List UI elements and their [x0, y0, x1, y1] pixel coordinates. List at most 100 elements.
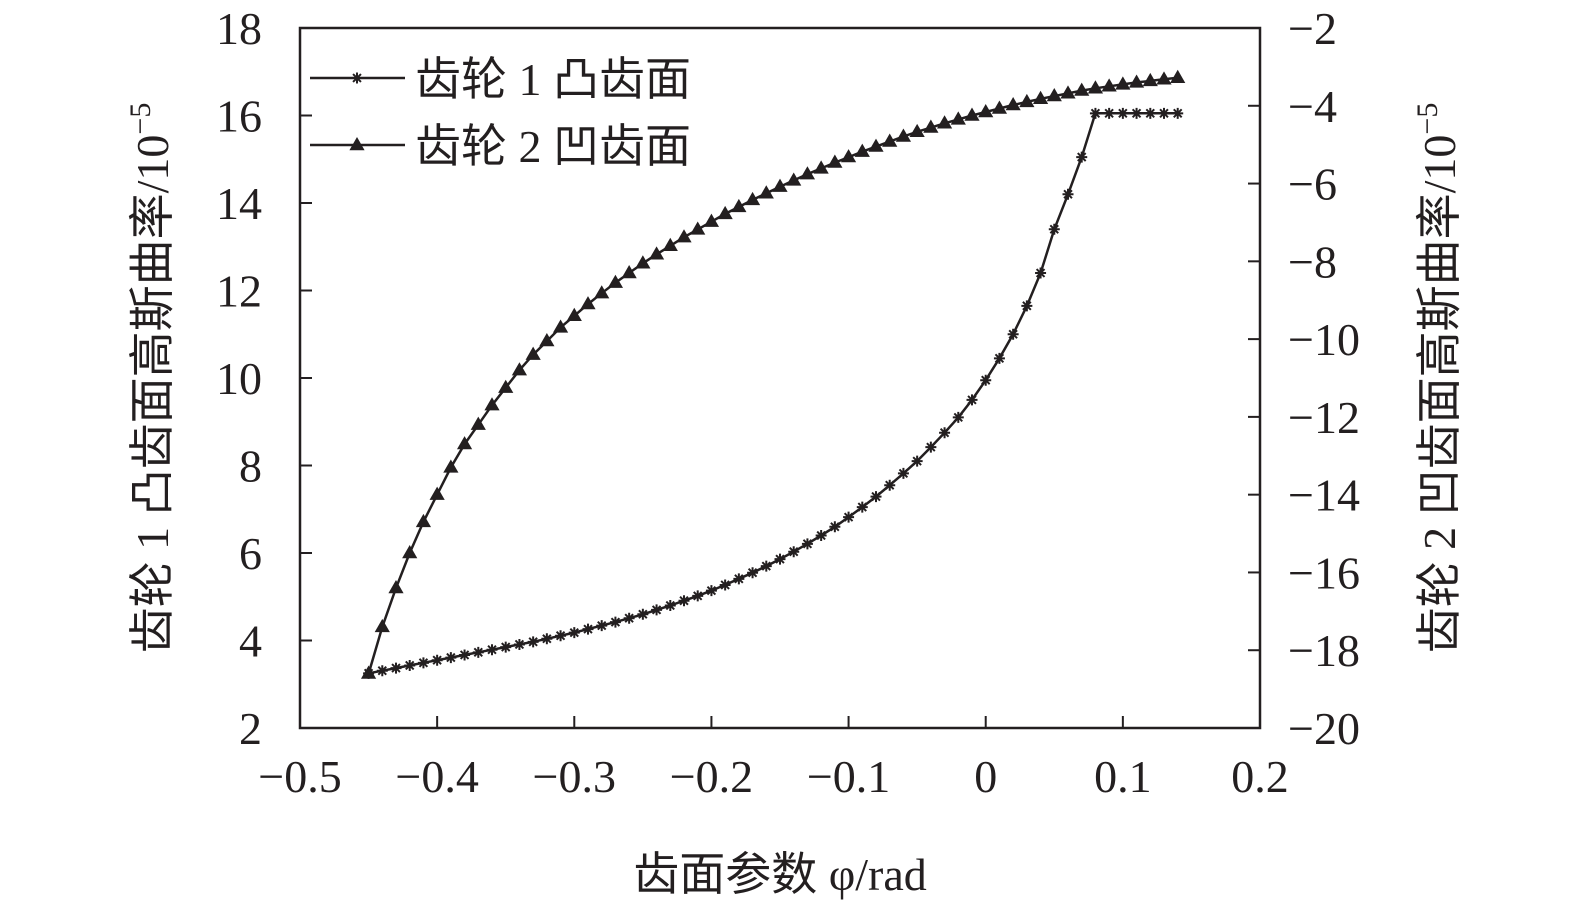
x-tick-label: 0.2 [1231, 751, 1289, 802]
left-y-tick-label: 10 [216, 353, 262, 404]
right-y-tick-label: −16 [1288, 547, 1360, 598]
data-point [498, 379, 514, 393]
data-point [445, 652, 457, 664]
right-y-tick-label: −6 [1288, 159, 1337, 210]
left-y-tick-label: 8 [239, 441, 262, 492]
data-point [827, 154, 843, 168]
data-point [648, 246, 665, 260]
data-point [596, 620, 608, 632]
left-y-axis-title-text: 齿轮 1 凸齿面高斯曲率/10 [127, 135, 178, 654]
data-point [733, 573, 745, 585]
right-y-axis-title: 齿轮 2 凹齿面高斯曲率/10−5 [1411, 103, 1465, 654]
data-point [1021, 300, 1033, 312]
legend-marker-triangle [349, 137, 365, 151]
right-y-axis-ticks: −20 −18 −16 −14 −12 −10 −8 −6 −4 −2 [1248, 3, 1360, 754]
left-y-tick-label: 12 [216, 266, 262, 317]
right-y-tick-label: −4 [1288, 81, 1337, 132]
legend-marker-asterisk-icon [351, 72, 363, 84]
data-point [690, 221, 706, 235]
data-point [760, 560, 772, 572]
left-y-tick-label: 16 [216, 91, 262, 142]
data-point [552, 319, 569, 333]
right-y-tick-label: −18 [1288, 625, 1360, 676]
data-point [580, 296, 596, 310]
data-point [1005, 97, 1021, 111]
legend-label-series-2: 齿轮 2 凹齿面 [415, 121, 691, 172]
data-point [555, 630, 567, 642]
x-axis-ticks: −0.5 −0.4 −0.3 −0.2 −0.1 0 0.1 0.2 [258, 716, 1289, 802]
data-point [966, 394, 978, 406]
data-point [1007, 328, 1019, 340]
data-point [635, 255, 651, 269]
data-point [882, 133, 898, 147]
data-point [459, 649, 471, 661]
data-point [978, 104, 994, 118]
legend-marker-triangle-icon [349, 137, 365, 151]
right-y-tick-label: −14 [1288, 470, 1360, 521]
data-point [566, 307, 582, 321]
data-point [1089, 107, 1101, 119]
data-point [786, 172, 802, 186]
data-point [993, 352, 1005, 364]
data-point [799, 166, 816, 180]
data-point [854, 143, 870, 157]
data-point [747, 567, 759, 579]
left-y-axis-title-exponent: −5 [124, 103, 157, 135]
data-point [1144, 107, 1156, 119]
data-point [664, 600, 676, 611]
data-point [870, 491, 882, 503]
x-tick-label: −0.5 [258, 751, 341, 802]
data-point [431, 654, 443, 666]
data-point [568, 627, 580, 639]
data-point [895, 128, 912, 142]
data-point [774, 553, 786, 565]
right-y-axis-title-exponent: −5 [1411, 103, 1444, 135]
data-point [758, 185, 774, 199]
data-point [911, 455, 923, 467]
left-y-tick-label: 18 [216, 3, 262, 54]
right-y-tick-label: −10 [1288, 314, 1360, 365]
data-point [527, 636, 539, 648]
data-point [991, 100, 1008, 114]
data-point [744, 191, 761, 206]
data-point [936, 115, 953, 129]
data-point [594, 285, 610, 299]
data-point [1048, 223, 1060, 235]
data-point [1156, 71, 1172, 85]
data-point [415, 513, 432, 528]
data-point [897, 467, 909, 479]
right-y-tick-label: −2 [1288, 3, 1337, 54]
data-point [731, 198, 747, 213]
series-layer [360, 69, 1186, 679]
data-point [443, 459, 459, 473]
data-point [388, 580, 404, 594]
data-point [417, 657, 429, 669]
data-point [840, 149, 857, 163]
data-point [705, 585, 717, 597]
data-point [513, 638, 525, 650]
data-point [788, 546, 800, 558]
data-point [964, 107, 980, 121]
data-point [1131, 107, 1143, 119]
left-y-tick-label: 6 [239, 528, 262, 579]
data-point [472, 646, 484, 658]
data-point [360, 665, 377, 679]
data-point [1035, 267, 1047, 279]
data-point [404, 659, 416, 671]
data-point [909, 123, 925, 138]
svg-text:齿轮 2 凹齿面高斯曲率/10−5: 齿轮 2 凹齿面高斯曲率/10−5 [1411, 103, 1465, 654]
data-point [692, 590, 704, 602]
data-point [1062, 188, 1074, 200]
data-point [374, 618, 390, 633]
data-point [582, 623, 594, 635]
left-y-tick-label: 4 [239, 616, 262, 667]
legend-marker-asterisk [351, 72, 363, 84]
data-point [1128, 74, 1145, 88]
data-point [1142, 72, 1158, 87]
data-point [719, 579, 731, 591]
data-point [1172, 107, 1184, 119]
x-tick-label: −0.3 [533, 751, 616, 802]
x-tick-label: −0.4 [395, 751, 478, 802]
data-point [637, 608, 649, 620]
